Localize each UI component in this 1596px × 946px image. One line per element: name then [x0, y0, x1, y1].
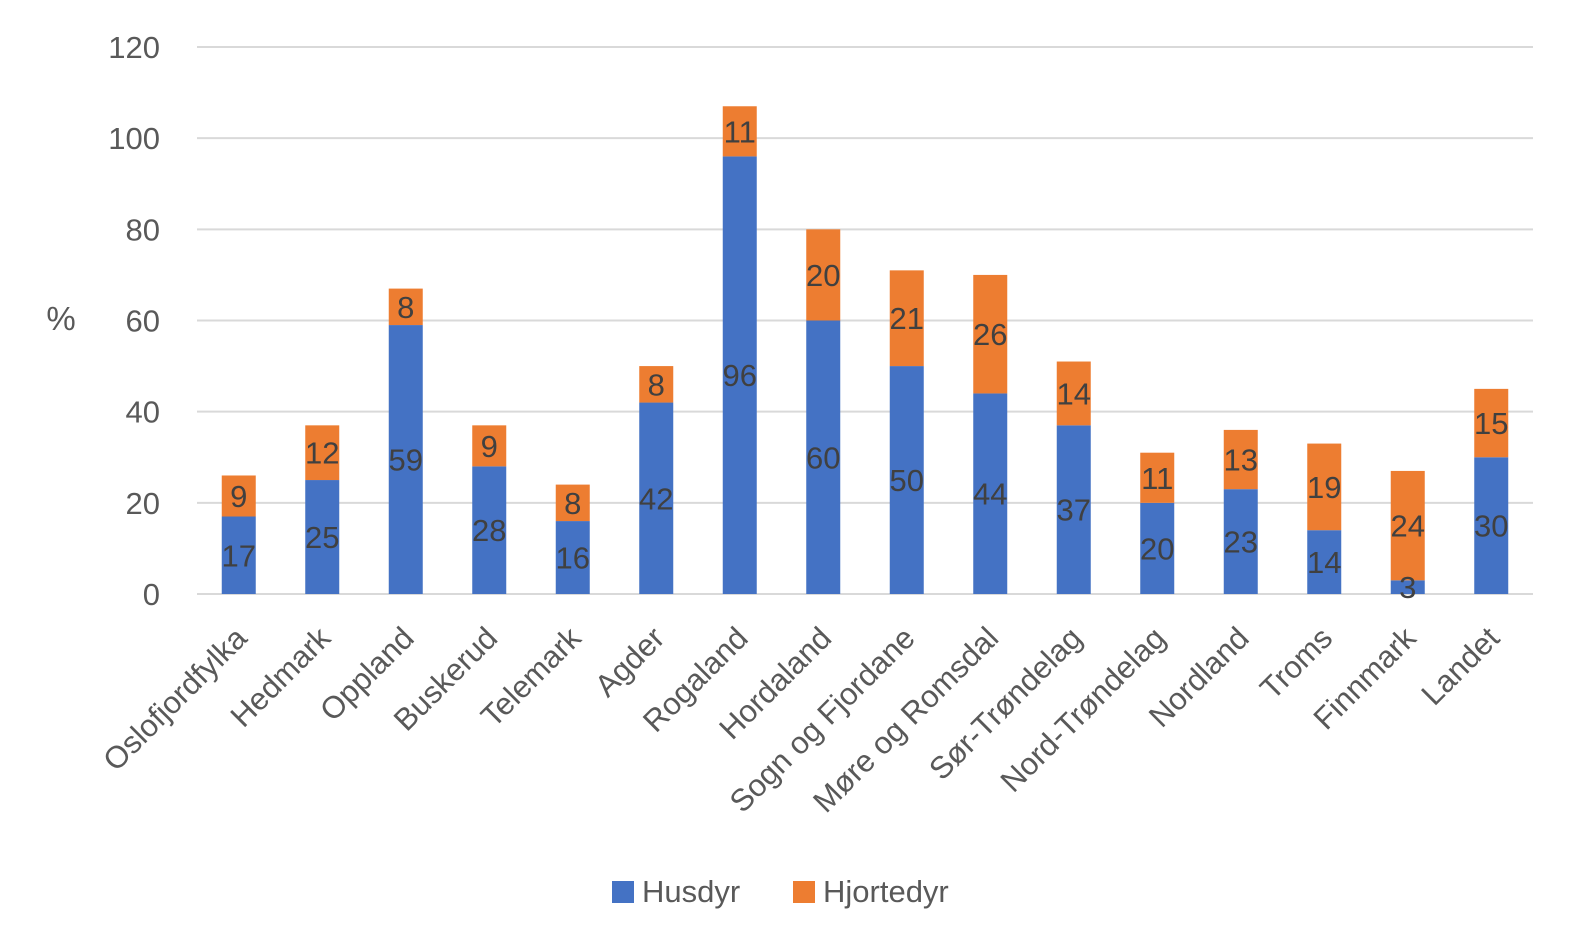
data-label-hjortedyr: 26	[973, 317, 1007, 352]
legend-label-hjortedyr: Hjortedyr	[823, 874, 949, 909]
bar-husdyr-9	[973, 393, 1008, 594]
bar-husdyr-10	[1056, 425, 1091, 594]
data-label-hjortedyr: 20	[806, 258, 840, 293]
bar-husdyr-5	[639, 402, 674, 594]
bar-husdyr-3	[472, 466, 507, 594]
data-label-hjortedyr: 8	[397, 290, 414, 325]
x-axis-categories: OslofjordfylkaHedmarkOpplandBuskerudTele…	[96, 620, 1506, 820]
legend-swatch-husdyr	[612, 881, 634, 903]
y-tick-label: 20	[126, 486, 160, 521]
data-label-husdyr: 30	[1474, 509, 1508, 544]
bar-hjortedyr-5	[639, 366, 674, 403]
data-label-hjortedyr: 15	[1474, 406, 1508, 441]
data-label-husdyr: 50	[890, 463, 924, 498]
x-category-label: Landet	[1414, 620, 1506, 712]
data-label-hjortedyr: 24	[1391, 509, 1425, 544]
bar-hjortedyr-1	[305, 425, 340, 481]
bar-hjortedyr-0	[221, 475, 256, 517]
data-label-husdyr: 44	[973, 477, 1007, 512]
data-label-hjortedyr: 12	[305, 436, 339, 471]
data-label-husdyr: 37	[1057, 493, 1091, 528]
bar-hjortedyr-10	[1056, 361, 1091, 426]
bar-husdyr-14	[1390, 580, 1425, 594]
data-label-husdyr: 42	[639, 481, 673, 516]
bar-hjortedyr-9	[973, 274, 1008, 394]
bar-hjortedyr-7	[806, 229, 841, 321]
x-category-label: Oslofjordfylka	[96, 620, 254, 778]
y-tick-label: 60	[126, 304, 160, 339]
data-label-husdyr: 59	[389, 443, 423, 478]
data-label-husdyr: 60	[806, 440, 840, 475]
y-tick-label: 80	[126, 212, 160, 247]
bar-husdyr-0	[221, 516, 256, 594]
bar-husdyr-6	[722, 156, 757, 594]
data-label-hjortedyr: 9	[230, 479, 247, 514]
bars	[221, 106, 1509, 594]
legend-swatch-hjortedyr	[793, 881, 815, 903]
bar-husdyr-7	[806, 320, 841, 594]
y-tick-label: 100	[108, 121, 160, 156]
legend-label-husdyr: Husdyr	[642, 874, 740, 909]
bar-hjortedyr-2	[388, 288, 423, 326]
bar-hjortedyr-4	[555, 484, 590, 522]
bar-hjortedyr-6	[722, 106, 757, 157]
bar-husdyr-1	[305, 480, 340, 594]
bar-husdyr-2	[388, 325, 423, 594]
bar-hjortedyr-8	[889, 270, 924, 367]
bar-hjortedyr-3	[472, 425, 507, 467]
data-label-husdyr: 17	[222, 538, 256, 573]
bar-hjortedyr-15	[1474, 388, 1509, 458]
legend: Husdyr Hjortedyr	[612, 874, 949, 909]
y-axis-ticks: 0 20 40 60 80 100 120	[108, 30, 160, 612]
data-label-husdyr: 20	[1140, 531, 1174, 566]
data-label-hjortedyr: 8	[564, 486, 581, 521]
y-axis-label: %	[46, 300, 75, 337]
data-label-hjortedyr: 11	[1141, 461, 1173, 496]
data-label-husdyr: 28	[472, 513, 506, 548]
bar-husdyr-8	[889, 366, 924, 594]
data-label-husdyr: 23	[1224, 525, 1258, 560]
data-label-hjortedyr: 9	[481, 429, 498, 464]
data-label-hjortedyr: 14	[1057, 376, 1091, 411]
bar-husdyr-4	[555, 521, 590, 594]
y-tick-label: 0	[143, 577, 160, 612]
data-label-hjortedyr: 21	[890, 301, 924, 336]
bar-husdyr-11	[1140, 502, 1175, 594]
data-label-hjortedyr: 8	[648, 367, 665, 402]
data-label-husdyr: 14	[1307, 545, 1341, 580]
data-label-husdyr: 25	[305, 520, 339, 555]
bar-husdyr-13	[1307, 530, 1342, 594]
data-label-hjortedyr: 13	[1224, 443, 1258, 478]
data-label-husdyr: 3	[1399, 570, 1416, 605]
bar-hjortedyr-12	[1223, 429, 1258, 490]
data-labels: 17 9 25 12 59 8 28 9 16 8 42 8 96 11 60 20 50 21 44 26 37 14 2…	[222, 114, 1509, 605]
data-label-husdyr: 96	[723, 358, 757, 393]
data-label-hjortedyr: 11	[724, 114, 756, 149]
y-tick-label: 120	[108, 30, 160, 65]
data-label-husdyr: 16	[556, 541, 590, 576]
bar-husdyr-15	[1474, 457, 1509, 594]
bar-hjortedyr-13	[1307, 443, 1342, 531]
data-label-hjortedyr: 19	[1307, 470, 1341, 505]
bar-hjortedyr-14	[1390, 470, 1425, 581]
y-tick-label: 40	[126, 395, 160, 430]
bar-hjortedyr-11	[1140, 452, 1175, 503]
bar-husdyr-12	[1223, 489, 1258, 594]
